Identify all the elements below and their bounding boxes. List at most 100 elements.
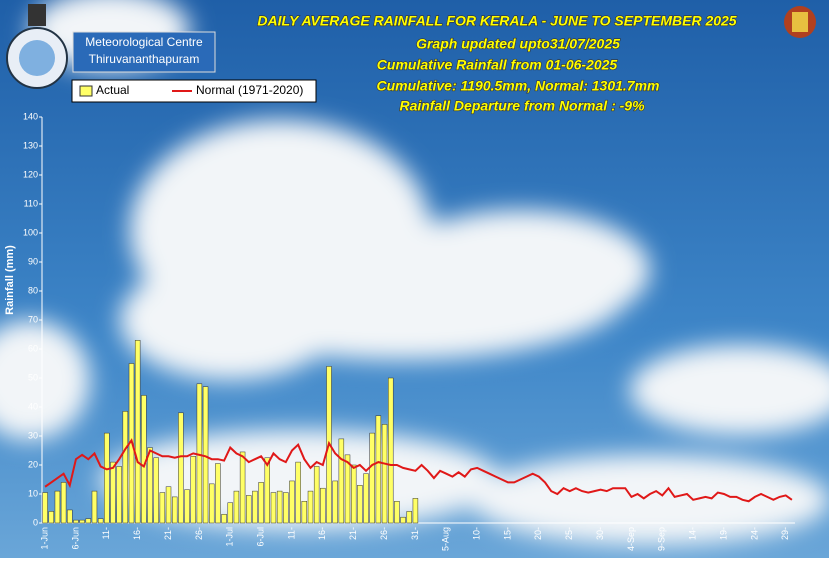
x-tick-label: 1-Jul [225,527,235,547]
x-tick-label: 24- [749,527,759,540]
bar [190,456,196,524]
bar [338,438,345,524]
y-tick-label: 70 [28,314,38,324]
bar [147,447,153,524]
org-box [72,31,216,73]
logo-right [784,6,816,38]
bar [209,483,215,524]
x-tick-label: 16- [132,527,142,540]
x-tick-label: 21- [348,527,358,540]
bar [270,492,277,524]
x-tick-label: 31- [410,527,420,540]
bar [221,514,227,524]
x-tick-label: 19- [718,527,728,540]
y-tick-label: 20 [28,459,38,469]
x-tick-label: 11- [101,527,111,539]
bar [252,490,258,524]
y-tick-label: 100 [23,227,38,237]
bar [258,482,264,524]
y-tick-label: 10 [28,488,38,498]
subtitle: Cumulative Rainfall from 01-06-2025 [377,57,618,73]
bar [381,424,388,524]
y-tick-label: 90 [28,256,38,266]
bar [116,466,122,524]
org-name: Meteorological Centre [85,35,203,49]
bar [184,489,190,524]
subtitle: Rainfall Departure from Normal : -9% [399,98,645,114]
legend-swatch [79,85,93,97]
bar [307,490,314,524]
bar [369,432,375,524]
bar [227,502,233,524]
bar [141,395,147,524]
line [44,438,793,503]
bar [344,454,351,524]
bar [295,461,301,524]
bar [394,501,400,524]
x-tick-label: 30- [595,527,605,540]
x-tick-label: 6-Jun [70,527,80,550]
x-tick-label: 16- [317,527,327,540]
bar [165,486,172,524]
bar [375,415,382,524]
bar [301,501,308,524]
bar [320,487,326,524]
bar [246,495,252,524]
bar [196,383,203,524]
y-tick-label: 0 [33,517,38,527]
logo-left [6,4,68,89]
bar [264,457,271,524]
bar [363,473,369,524]
bar [159,492,166,524]
x-tick-label: 5-Aug [441,527,451,551]
bar [104,432,110,524]
y-tick-label: 120 [23,169,38,179]
y-tick-label: 110 [24,198,38,208]
bar [283,492,289,524]
bar [202,386,209,524]
x-tick-label: 9-Sep [657,527,667,551]
x-tick-label: 1-Jun [39,527,49,550]
bar [357,485,363,524]
legend [71,79,317,103]
legend-label: Normal (1971-2020) [196,83,303,97]
legend-label: Actual [96,83,129,97]
bar [289,480,295,524]
y-tick-label: 140 [23,111,38,121]
bar [91,490,98,524]
bar [178,412,184,524]
bar [388,377,394,524]
subtitle: Cumulative: 1190.5mm, Normal: 1301.7mm [377,78,660,94]
x-tick-label: 14- [688,527,698,540]
bar [122,411,129,524]
bar [97,518,104,524]
x-tick-label: 25- [564,527,574,540]
x-tick-label: 6-Jul [255,527,265,547]
x-tick-label: 4-Sep [626,527,636,551]
bar [79,519,85,524]
bar [134,340,141,524]
bar [85,518,92,524]
subtitle: Graph updated upto31/07/2025 [416,36,620,52]
bar [60,482,67,524]
y-tick-label: 50 [28,372,38,382]
bar [171,496,178,524]
x-tick-label: 26- [379,527,389,540]
x-tick-label: 26- [194,527,204,540]
bar [215,463,221,524]
bar [153,457,159,524]
bar [350,464,357,524]
org-place: Thiruvananthapuram [89,52,200,66]
bar [67,509,73,524]
bar [54,490,61,524]
x-tick-label: 21- [163,527,173,540]
bar [276,490,283,524]
bar [233,490,240,524]
bar [332,480,338,524]
y-tick-label: 130 [23,140,38,150]
bar [412,498,419,524]
y-tick-label: 60 [28,343,38,353]
bar [400,516,406,524]
x-tick-label: 15- [502,527,512,540]
